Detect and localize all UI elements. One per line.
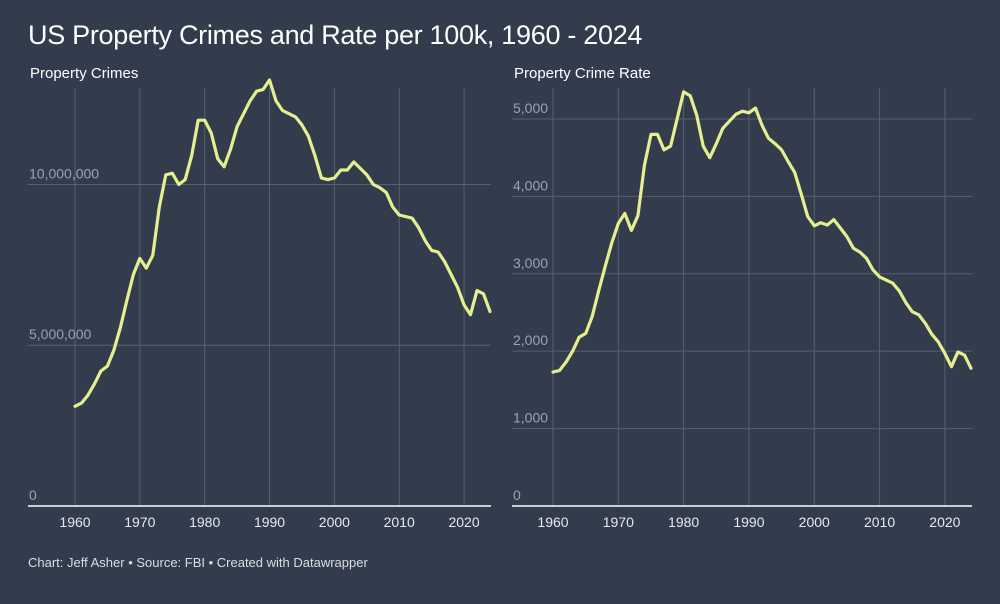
y-tick-label: 2,000 — [513, 332, 548, 348]
x-tick-label: 1970 — [603, 514, 634, 530]
x-tick-label: 1990 — [733, 514, 764, 530]
x-tick-label: 2020 — [929, 514, 960, 530]
y-tick-label: 10,000,000 — [29, 165, 99, 181]
chart-title: US Property Crimes and Rate per 100k, 19… — [28, 20, 643, 50]
panel-title: Property Crime Rate — [514, 65, 651, 82]
x-tick-label: 1980 — [189, 514, 220, 530]
y-tick-label: 3,000 — [513, 255, 548, 271]
x-tick-label: 2010 — [384, 514, 415, 530]
y-tick-label: 4,000 — [513, 177, 548, 193]
x-tick-label: 1960 — [537, 514, 568, 530]
x-tick-label: 2020 — [448, 514, 479, 530]
x-tick-label: 1990 — [254, 514, 285, 530]
y-tick-label: 5,000,000 — [29, 326, 91, 342]
y-tick-label: 0 — [513, 487, 521, 503]
x-tick-label: 1970 — [124, 514, 155, 530]
x-tick-label: 2000 — [799, 514, 830, 530]
y-tick-label: 5,000 — [513, 100, 548, 116]
y-tick-label: 0 — [29, 487, 37, 503]
panel-title: Property Crimes — [30, 65, 138, 82]
series-line — [551, 90, 973, 374]
series-line — [73, 78, 492, 408]
x-tick-label: 2000 — [319, 514, 350, 530]
x-tick-label: 1980 — [668, 514, 699, 530]
x-tick-label: 1960 — [59, 514, 90, 530]
x-tick-label: 2010 — [864, 514, 895, 530]
y-tick-label: 1,000 — [513, 410, 548, 426]
chart-footer: Chart: Jeff Asher • Source: FBI • Create… — [28, 555, 368, 570]
